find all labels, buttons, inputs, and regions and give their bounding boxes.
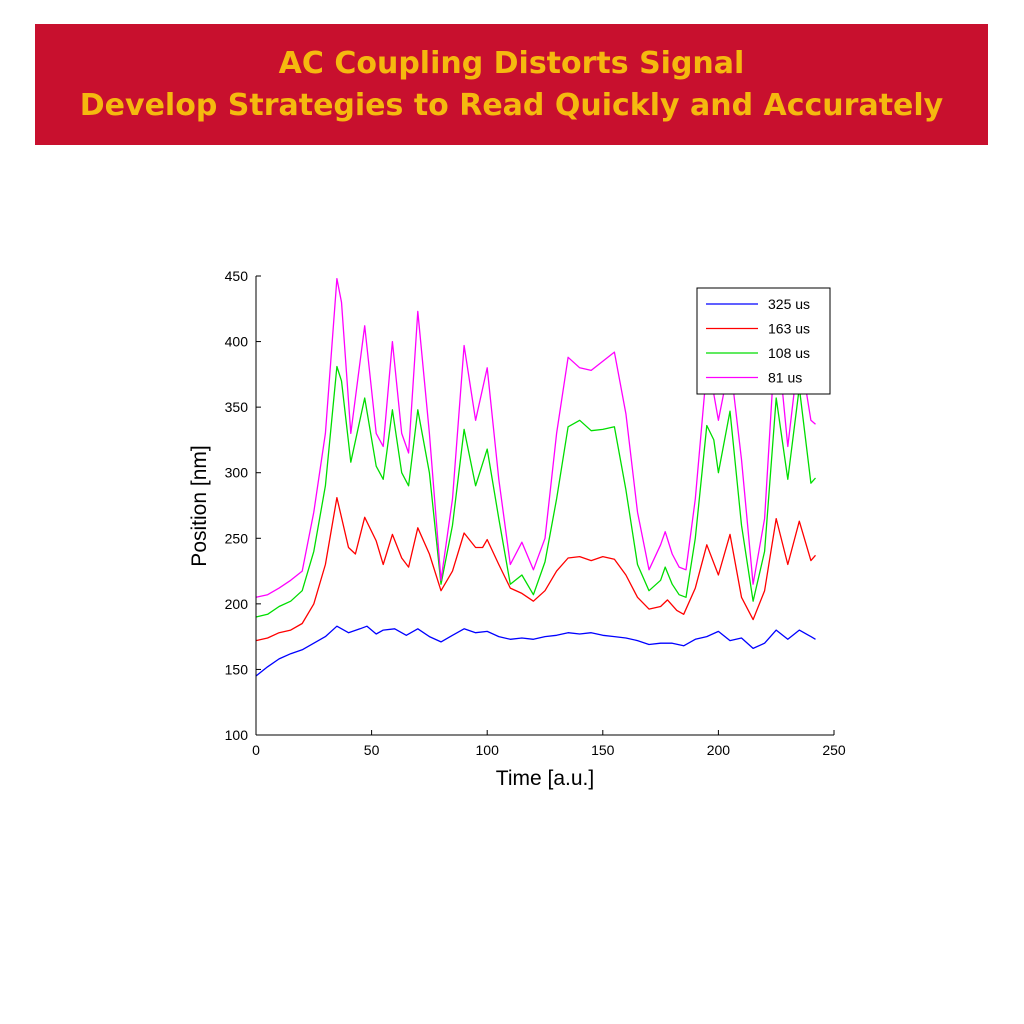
legend-entry: 325 us xyxy=(768,296,810,312)
x-tick-label: 100 xyxy=(476,742,500,758)
series-layer xyxy=(255,277,816,677)
legend-entry: 163 us xyxy=(768,321,810,337)
series-line-1 xyxy=(255,625,816,677)
x-tick-label: 150 xyxy=(591,742,615,758)
y-tick-label: 100 xyxy=(225,727,249,743)
title-banner: AC Coupling Distorts Signal Develop Stra… xyxy=(35,24,988,145)
slide-subtitle: Develop Strategies to Read Quickly and A… xyxy=(79,87,944,123)
x-axis-label: Time [a.u.] xyxy=(496,767,594,790)
legend-entry: 81 us xyxy=(768,370,802,386)
y-tick-label: 200 xyxy=(225,596,249,612)
y-tick-label: 250 xyxy=(225,530,249,546)
y-tick-label: 300 xyxy=(225,465,249,481)
y-tick-label: 350 xyxy=(225,399,249,415)
y-tick-label: 150 xyxy=(225,661,249,677)
x-tick-label: 200 xyxy=(707,742,731,758)
y-axis-label: Position [nm] xyxy=(188,445,211,566)
x-tick-label: 50 xyxy=(364,742,380,758)
series-line-2 xyxy=(255,496,816,642)
y-tick-label: 450 xyxy=(225,268,249,284)
legend-entry: 108 us xyxy=(768,345,810,361)
slide-title: AC Coupling Distorts Signal xyxy=(278,45,745,81)
series-line-3 xyxy=(255,365,816,618)
axes-layer xyxy=(255,276,834,736)
legend-box xyxy=(696,287,831,395)
legend: 325 us 163 us 108 us 81 us xyxy=(696,287,831,395)
series-line-4 xyxy=(255,277,816,598)
ticks-layer: 0 50 100 150 200 250 100 150 200 250 300 350 400 450 xyxy=(225,268,846,758)
x-tick-label: 0 xyxy=(252,742,260,758)
y-tick-label: 400 xyxy=(225,334,249,350)
x-tick-label: 250 xyxy=(822,742,846,758)
